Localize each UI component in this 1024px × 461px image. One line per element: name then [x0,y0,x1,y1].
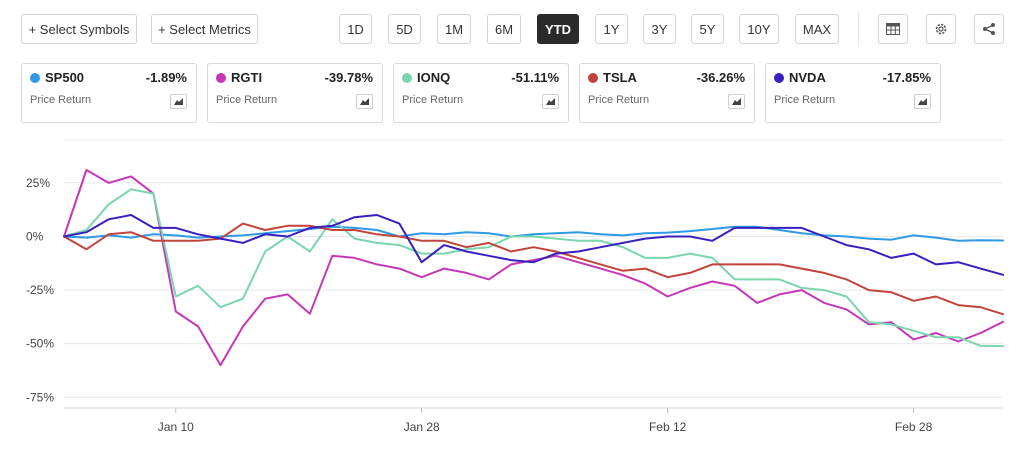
toolbar-divider [858,12,859,46]
range-5d-button[interactable]: 5D [388,14,421,44]
legend-card-ionq[interactable]: IONQ -51.11% Price Return [393,63,569,123]
metric-label: Price Return [216,94,278,106]
chart-type-toggle[interactable] [542,94,559,109]
range-max-button[interactable]: MAX [795,14,839,44]
change-value: -39.78% [324,70,373,85]
area-chart-icon [174,98,183,105]
share-icon [983,23,995,35]
metric-label: Price Return [774,94,836,106]
legend-card-rgti[interactable]: RGTI -39.78% Price Return [207,63,383,123]
range-ytd-button[interactable]: YTD [537,14,579,44]
change-value: -36.26% [696,70,745,85]
series-line-sp500[interactable] [63,225,1004,242]
range-1y-button[interactable]: 1Y [595,14,628,44]
series-color-dot [402,73,412,83]
symbol-label: RGTI [231,70,263,85]
settings-button[interactable] [926,14,956,44]
y-tick-label: 25% [26,176,50,190]
legend-card-tsla[interactable]: TSLA -36.26% Price Return [579,63,755,123]
series-line-nvda[interactable] [63,214,1004,276]
select-metrics-button[interactable]: + Select Metrics [151,14,258,44]
area-chart-icon [546,98,555,105]
metric-label: Price Return [588,94,650,106]
y-tick-label: -50% [26,337,54,351]
area-chart-icon [360,98,369,105]
metric-label: Price Return [30,94,92,106]
range-5y-button[interactable]: 5Y [691,14,724,44]
metric-label: Price Return [402,94,464,106]
table-icon [886,23,900,35]
chart-type-toggle[interactable] [170,94,187,109]
series-line-ionq[interactable] [63,188,1004,348]
price-return-chart[interactable]: 25% 0% -25% -50% -75% Jan 10 Jan 28 Feb 12 Feb 2… [0,128,1024,461]
chart-type-toggle[interactable] [356,94,373,109]
symbol-label: SP500 [45,70,85,85]
change-value: -17.85% [882,70,931,85]
y-tick-label: -75% [26,390,54,404]
legend-card-sp500[interactable]: SP500 -1.89% Price Return [21,63,197,123]
series-color-dot [588,73,598,83]
change-value: -51.11% [511,70,559,85]
x-tick-label: Feb 28 [895,420,933,434]
select-symbols-button[interactable]: + Select Symbols [21,14,137,44]
range-10y-button[interactable]: 10Y [739,14,779,44]
x-tick-label: Feb 12 [649,420,687,434]
y-tick-label: -25% [26,283,54,297]
gear-icon [935,23,947,35]
chart-type-toggle[interactable] [914,94,931,109]
range-6m-button[interactable]: 6M [487,14,521,44]
range-1d-button[interactable]: 1D [339,14,372,44]
symbol-label: NVDA [789,70,826,85]
series-line-rgti[interactable] [63,169,1004,367]
legend-card-nvda[interactable]: NVDA -17.85% Price Return [765,63,941,123]
table-view-button[interactable] [878,14,908,44]
symbol-label: IONQ [417,70,451,85]
chart-type-toggle[interactable] [728,94,745,109]
x-tick-label: Jan 28 [404,420,440,434]
share-button[interactable] [974,14,1004,44]
series-color-dot [30,73,40,83]
range-3y-button[interactable]: 3Y [643,14,676,44]
series-color-dot [216,73,226,83]
area-chart-icon [732,98,741,105]
change-value: -1.89% [145,70,187,85]
series-color-dot [774,73,784,83]
y-tick-label: 0% [26,229,44,243]
area-chart-icon [918,98,927,105]
range-1m-button[interactable]: 1M [437,14,471,44]
symbol-label: TSLA [603,70,637,85]
x-tick-label: Jan 10 [158,420,194,434]
